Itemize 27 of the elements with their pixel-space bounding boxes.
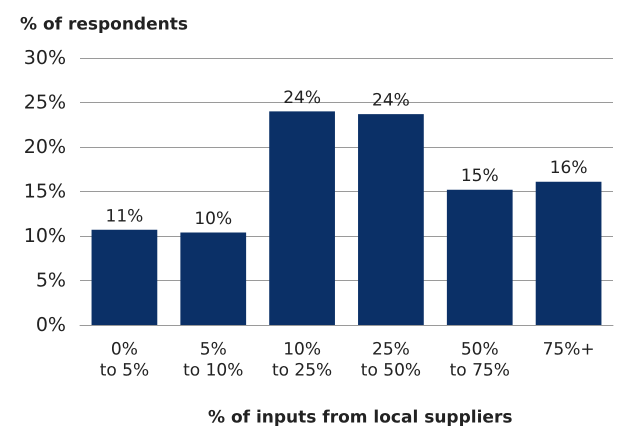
y-tick-label: 20% [24, 136, 66, 158]
x-tick-label: 0% to 5% [100, 340, 150, 380]
y-tick-label: 10% [24, 225, 66, 247]
bar [180, 232, 246, 325]
data-label: 16% [550, 158, 588, 178]
y-tick-label: 5% [36, 270, 66, 292]
data-label: 15% [460, 166, 499, 186]
x-tick-label: 25% to 50% [360, 340, 422, 380]
bar [536, 182, 602, 325]
y-tick-label: 15% [24, 180, 66, 202]
y-axis-title: % of respondents [20, 14, 188, 34]
x-tick-label: 5% to 10% [183, 340, 244, 380]
data-label: 10% [194, 208, 232, 229]
data-label: 11% [106, 206, 144, 226]
bar [92, 230, 158, 325]
y-tick-label: 30% [24, 47, 66, 69]
bar [269, 111, 335, 325]
x-tick-label: 75%+ [542, 340, 595, 360]
bar [446, 190, 513, 325]
y-tick-label: 25% [24, 92, 66, 114]
data-label: 24% [372, 90, 410, 111]
data-label: 24% [283, 88, 321, 108]
x-axis-title: % of inputs from local suppliers [208, 408, 512, 428]
x-tick-label: 10% to 25% [272, 340, 332, 380]
x-tick-label: 50% to 75% [450, 340, 510, 380]
bar [358, 114, 424, 325]
y-tick-label: 0% [36, 314, 66, 336]
